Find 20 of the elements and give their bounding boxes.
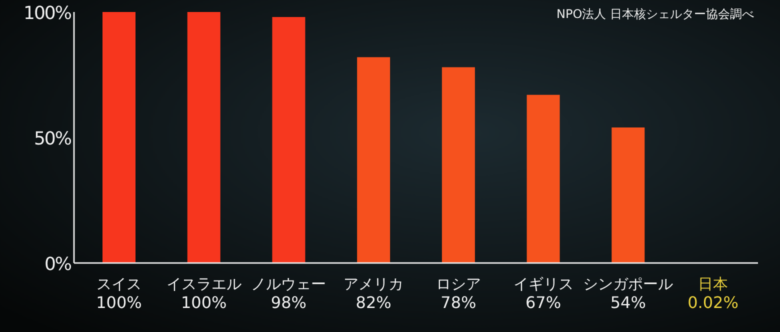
x-tick-label: イスラエル: [166, 275, 242, 293]
y-tick-label: 100%: [24, 3, 72, 24]
data-label: 54%: [610, 293, 646, 312]
y-tick-label: 50%: [34, 128, 72, 150]
x-tick-label: シンガポール: [583, 275, 674, 293]
data-label: 78%: [440, 293, 476, 312]
x-tick-label: ロシア: [436, 275, 481, 293]
data-label: 67%: [526, 293, 562, 312]
y-tick-label: 0%: [44, 254, 72, 275]
x-tick-label: イギリス: [513, 275, 574, 293]
data-label: 98%: [270, 293, 306, 312]
data-label: 0.02%: [688, 293, 738, 312]
x-tick-label: スイス: [96, 275, 142, 293]
data-label: 100%: [96, 293, 142, 312]
data-label: 100%: [180, 293, 227, 312]
data-label: 82%: [356, 293, 392, 312]
x-tick-label: 日本: [698, 275, 728, 293]
annotation: NPO法人 日本核シェルター協会調べ: [556, 7, 754, 21]
x-tick-label: ノルウェー: [251, 275, 326, 293]
x-tick-label: アメリカ: [344, 275, 404, 293]
